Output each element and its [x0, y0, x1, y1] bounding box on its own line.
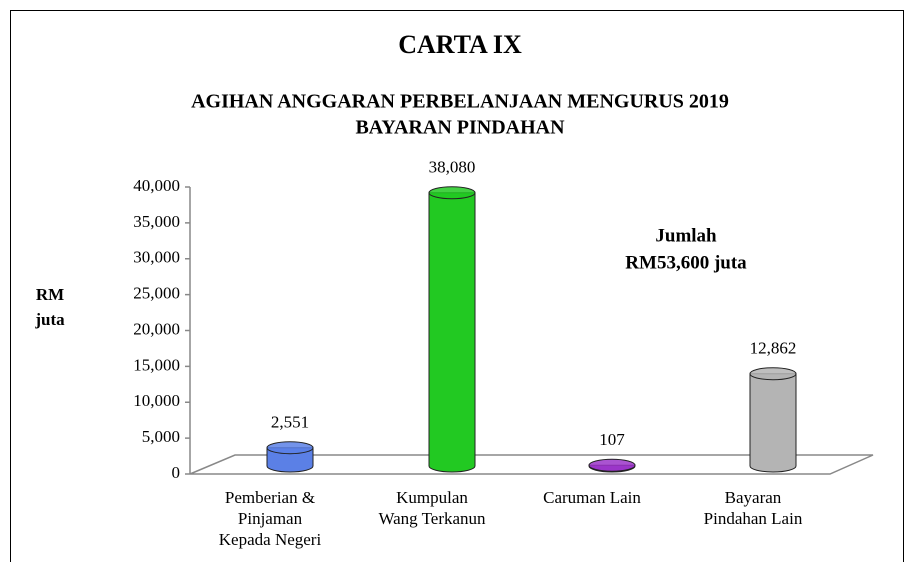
- x-tick-label: Pemberian &: [225, 488, 315, 507]
- bar-body: [428, 192, 476, 473]
- data-label: 107: [599, 430, 625, 449]
- bar-body: [749, 373, 797, 473]
- bar-body: [266, 447, 314, 473]
- y-tick-label: 25,000: [133, 284, 180, 303]
- chart-subtitle: BAYARAN PINDAHAN: [355, 117, 565, 139]
- y-tick-label: 20,000: [133, 319, 180, 338]
- x-tick-label: Kumpulan: [396, 488, 468, 507]
- x-tick-label: Wang Terkanun: [378, 509, 486, 528]
- bar-top: [266, 441, 314, 455]
- annotation: Jumlah: [655, 225, 717, 246]
- data-label: 12,862: [750, 339, 797, 358]
- y-tick-label: 0: [172, 463, 181, 482]
- annotation: RM53,600 juta: [625, 252, 747, 273]
- x-tick-label: Bayaran: [725, 488, 782, 507]
- y-tick-label: 40,000: [133, 176, 180, 195]
- bar-top: [428, 186, 476, 200]
- chart-subtitle: AGIHAN ANGGARAN PERBELANJAAN MENGURUS 20…: [191, 91, 729, 113]
- y-tick-label: 35,000: [133, 212, 180, 231]
- bar-top: [749, 367, 797, 381]
- x-tick-label: Caruman Lain: [543, 488, 641, 507]
- y-tick-label: 30,000: [133, 248, 180, 267]
- y-tick-label: 15,000: [133, 355, 180, 374]
- x-tick-label: Pindahan Lain: [704, 509, 803, 528]
- x-tick-label: Pinjaman: [238, 509, 303, 528]
- data-label: 38,080: [429, 158, 476, 177]
- x-tick-label: Kepada Negeri: [219, 530, 322, 549]
- bar: [266, 441, 314, 473]
- bar: [588, 458, 636, 473]
- y-tick-label: 5,000: [142, 427, 180, 446]
- bar-top: [588, 458, 636, 472]
- y-axis-label: juta: [34, 310, 65, 329]
- bar: [428, 186, 476, 473]
- y-axis-label: RM: [36, 285, 64, 304]
- data-label: 2,551: [271, 413, 309, 432]
- y-tick-label: 10,000: [133, 391, 180, 410]
- chart-title: CARTA IX: [398, 30, 522, 59]
- floor: [189, 454, 874, 475]
- bar: [749, 367, 797, 473]
